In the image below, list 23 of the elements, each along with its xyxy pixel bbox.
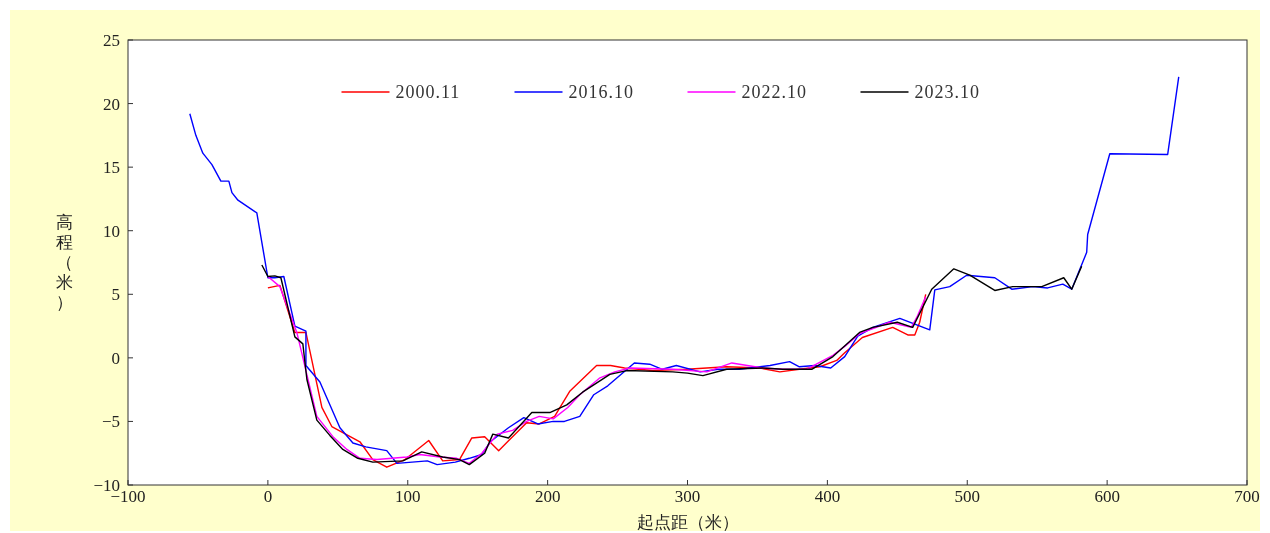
legend-label: 2000.11 (395, 82, 461, 103)
y-tick-label: 15 (103, 158, 120, 178)
x-tick-label: 200 (534, 487, 561, 506)
x-axis-title: 起点距（米） (636, 513, 739, 532)
x-tick-label: 300 (674, 487, 701, 506)
x-tick-label: 400 (814, 487, 841, 506)
line-series (261, 264, 1083, 466)
legend-label: 2016.10 (568, 82, 634, 103)
y-tick-label: 5 (111, 285, 120, 305)
y-tick-label: 10 (103, 221, 120, 241)
x-tick-label: 700 (1234, 487, 1260, 506)
x-tick-label: 600 (1094, 487, 1120, 506)
x-tick-label: 0 (263, 487, 273, 506)
x-tick-label: 100 (395, 487, 421, 506)
x-tick-label: 500 (954, 487, 980, 506)
legend-label: 2023.10 (914, 82, 980, 103)
legend-label: 2022.10 (741, 82, 807, 103)
line-series (189, 76, 1180, 466)
y-axis-title: 高程（米） (55, 213, 73, 313)
y-tick-label: 25 (103, 30, 120, 50)
y-tick-label: −5 (101, 412, 120, 432)
y-tick-label: 0 (111, 348, 120, 368)
y-tick-label: 20 (103, 94, 120, 114)
